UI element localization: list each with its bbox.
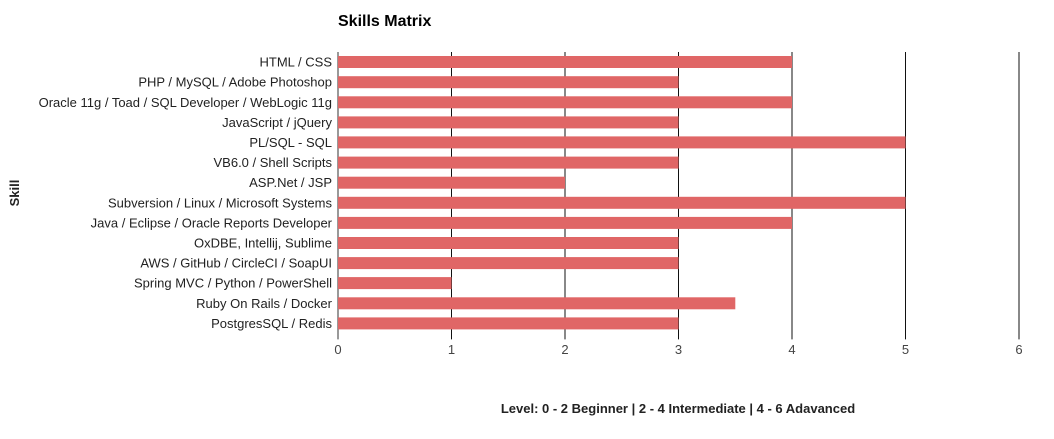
- category-label: Java / Eclipse / Oracle Reports Develope…: [91, 215, 333, 230]
- category-label: HTML / CSS: [260, 55, 333, 70]
- category-label: AWS / GitHub / CircleCI / SoapUI: [140, 256, 332, 271]
- category-label: OxDBE, Intellij, Sublime: [194, 236, 332, 251]
- category-label: Subversion / Linux / Microsoft Systems: [108, 195, 332, 210]
- y-axis-label: Skill: [7, 180, 22, 207]
- chart-title: Skills Matrix: [338, 13, 431, 30]
- category-label: ASP.Net / JSP: [249, 175, 332, 190]
- bar: [338, 297, 736, 310]
- category-label: Ruby On Rails / Docker: [196, 296, 332, 311]
- category-label: Oracle 11g / Toad / SQL Developer / WebL…: [39, 95, 332, 110]
- x-tick-label: 5: [902, 342, 909, 357]
- x-tick-label: 4: [788, 342, 795, 357]
- bar: [338, 156, 679, 169]
- bar: [338, 317, 679, 330]
- x-tick-label: 0: [334, 342, 341, 357]
- bar: [338, 237, 679, 249]
- category-label: PL/SQL - SQL: [249, 135, 332, 150]
- x-tick-label: 2: [561, 342, 568, 357]
- bar: [338, 116, 679, 129]
- bar: [338, 277, 452, 290]
- bar: [338, 196, 906, 209]
- x-tick-label: 3: [675, 342, 682, 357]
- bar: [338, 216, 792, 229]
- category-label: JavaScript / jQuery: [222, 115, 332, 130]
- x-axis-label: Level: 0 - 2 Beginner | 2 - 4 Intermedia…: [501, 401, 855, 416]
- x-tick-label: 6: [1015, 342, 1022, 357]
- bar: [338, 56, 792, 68]
- bar: [338, 257, 679, 270]
- bar: [338, 96, 792, 109]
- bar: [338, 76, 679, 89]
- x-tick-labels: 0 1 2 3 4 5 6: [334, 342, 1022, 357]
- bar: [338, 136, 906, 149]
- bar: [338, 176, 565, 189]
- x-tick-label: 1: [448, 342, 455, 357]
- gridlines: [337, 52, 1020, 340]
- category-label: PHP / MySQL / Adobe Photoshop: [138, 75, 332, 90]
- category-labels: HTML / CSS PHP / MySQL / Adobe Photoshop O…: [39, 55, 333, 331]
- bars: [338, 56, 906, 330]
- category-label: Spring MVC / Python / PowerShell: [134, 276, 332, 291]
- category-label: PostgresSQL / Redis: [211, 316, 332, 331]
- category-label: VB6.0 / Shell Scripts: [214, 155, 333, 170]
